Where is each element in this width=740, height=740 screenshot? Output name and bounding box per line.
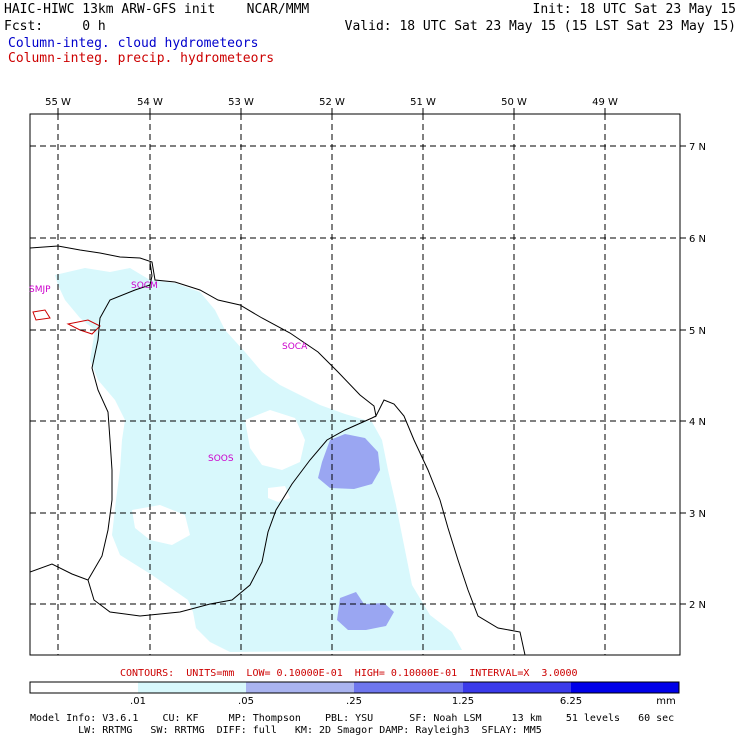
graticule bbox=[30, 114, 680, 655]
cloud-gap bbox=[245, 410, 305, 470]
lat-label: 4 N bbox=[689, 417, 706, 428]
lat-label: 7 N bbox=[689, 142, 706, 153]
lat-label: 5 N bbox=[689, 326, 706, 337]
border-guyana-suriname bbox=[87, 261, 153, 581]
colorbar-tick: .05 bbox=[238, 696, 254, 707]
colorbar-tick: 1.25 bbox=[452, 696, 474, 707]
lon-label: 52 W bbox=[319, 97, 345, 108]
field-label-cloud: Column-integ. cloud hydrometeors bbox=[8, 36, 259, 51]
plot-title: HAIC-HIWC 13km ARW-GFS init NCAR/MMM bbox=[4, 2, 310, 17]
station-label: SOCM bbox=[131, 281, 158, 291]
lon-label: 55 W bbox=[45, 97, 71, 108]
precip-contour bbox=[32, 309, 51, 321]
lat-label: 2 N bbox=[689, 600, 706, 611]
cloud-gap bbox=[132, 505, 190, 545]
colorbar-tick: 6.25 bbox=[560, 696, 582, 707]
cloud-gap bbox=[268, 486, 290, 502]
border-south bbox=[30, 415, 377, 617]
station-label: SOOS bbox=[208, 454, 234, 464]
field-label-precip: Column-integ. precip. hydrometeors bbox=[8, 51, 275, 66]
cloud-field-mid bbox=[337, 592, 394, 630]
lon-ticks bbox=[57, 108, 606, 114]
lon-label: 54 W bbox=[137, 97, 163, 108]
init-time: Init: 18 UTC Sat 23 May 15 bbox=[532, 2, 737, 17]
contour-info: CONTOURS: UNITS=mm LOW= 0.10000E-01 HIGH… bbox=[120, 668, 578, 679]
map-frame bbox=[29, 113, 681, 656]
lat-ticks bbox=[680, 145, 686, 605]
station-label: SOCA bbox=[282, 342, 308, 352]
colorbar-tick: .01 bbox=[130, 696, 146, 707]
cloud-field-mid bbox=[318, 434, 380, 489]
colorbar bbox=[29, 681, 680, 694]
lat-label: 6 N bbox=[689, 234, 706, 245]
colorbar-tick: .25 bbox=[346, 696, 362, 707]
lon-label: 53 W bbox=[228, 97, 254, 108]
lat-label: 3 N bbox=[689, 509, 706, 520]
coastline bbox=[30, 245, 526, 655]
forecast-hour: Fcst: 0 h bbox=[4, 19, 106, 34]
lon-label: 49 W bbox=[592, 97, 618, 108]
colorbar-unit: mm bbox=[656, 696, 675, 707]
model-info-line2: LW: RRTMG SW: RRTMG DIFF: full KM: 2D Sm… bbox=[30, 725, 542, 736]
lon-label: 51 W bbox=[410, 97, 436, 108]
station-label: SMJP bbox=[29, 285, 51, 295]
model-info-line1: Model Info: V3.6.1 CU: KF MP: Thompson P… bbox=[30, 713, 675, 724]
valid-time: Valid: 18 UTC Sat 23 May 15 (15 LST Sat … bbox=[344, 19, 736, 34]
lon-label: 50 W bbox=[501, 97, 527, 108]
